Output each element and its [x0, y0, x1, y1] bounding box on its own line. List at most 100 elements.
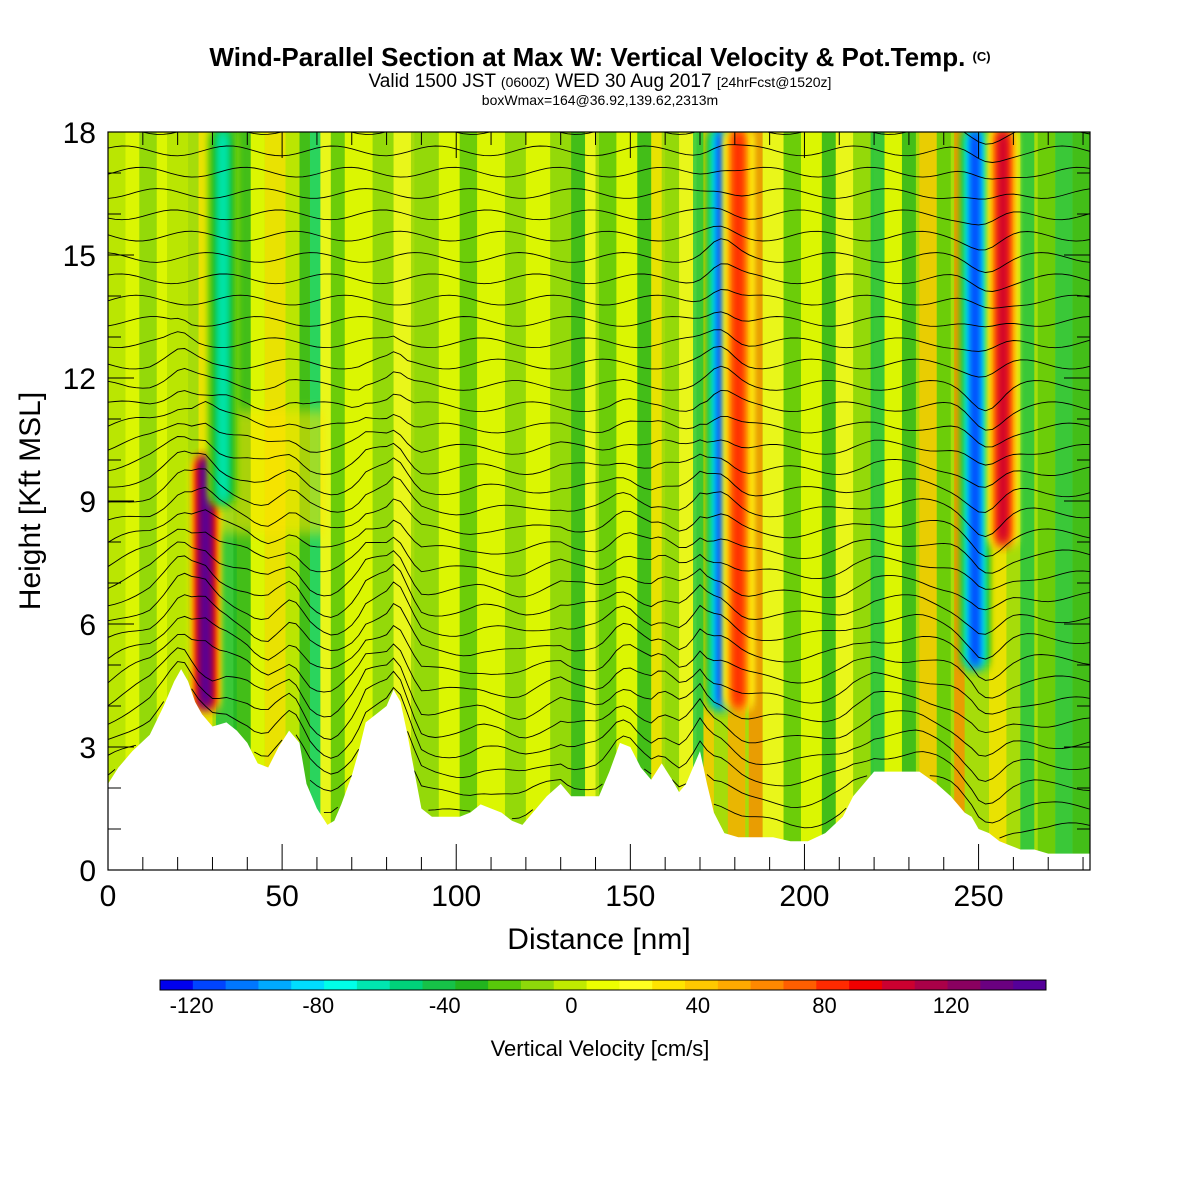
theta-contour [108, 555, 1090, 635]
theta-contour [108, 345, 1090, 378]
colorbar-swatch [619, 980, 653, 990]
theta-contour [108, 207, 1090, 226]
velocity-band [821, 132, 836, 870]
colorbar-swatch [914, 980, 949, 990]
velocity-band [919, 132, 937, 870]
colorbar-swatch [816, 980, 850, 990]
velocity-band [477, 132, 505, 870]
theta-contour [108, 541, 1090, 611]
velocity-band [372, 132, 394, 870]
terrain-mask [108, 669, 1090, 870]
title-main: Wind-Parallel Section at Max W: Vertical… [209, 42, 966, 72]
y-axis-label: Height [Kft MSL] [14, 392, 47, 610]
chart-title-block: Wind-Parallel Section at Max W: Vertical… [0, 42, 1200, 108]
theta-contour [108, 289, 1090, 309]
colorbar-swatch [160, 980, 194, 990]
colorbar-swatch [520, 980, 555, 990]
theta-contour [108, 731, 1090, 805]
x-tick-label: 250 [954, 880, 1004, 913]
strong-updraft-downdraft-features [189, 132, 1019, 706]
colorbar-swatch [1013, 980, 1047, 990]
theta-contour [108, 450, 1090, 513]
colorbar-swatch [849, 980, 883, 990]
theta-contour [140, 132, 1090, 145]
theta-contour [108, 768, 1090, 824]
velocity-band [835, 132, 854, 870]
colorbar-swatch [258, 980, 292, 990]
velocity-band [853, 132, 875, 870]
chart-title: Wind-Parallel Section at Max W: Vertical… [0, 42, 1200, 72]
valid-prefix: Valid 1500 JST [368, 71, 496, 92]
theta-contour [323, 803, 1090, 839]
velocity-band [1020, 132, 1035, 870]
theta-contour [108, 401, 1090, 448]
velocity-band [438, 132, 460, 870]
colorbar-swatch [685, 980, 719, 990]
colorbar-swatch [980, 980, 1014, 990]
x-axis-ticks: 0 50 100 150 200 250 [100, 132, 1084, 913]
box-wmax-info: boxWmax=164@36.92,139.62,2313m [481, 92, 719, 108]
velocity-band [320, 132, 331, 870]
velocity-band [679, 132, 697, 870]
theta-contour [108, 422, 1090, 466]
velocity-band [800, 132, 822, 870]
theta-contour [108, 486, 1090, 557]
theta-contour [108, 661, 1090, 757]
velocity-band [1055, 132, 1073, 870]
velocity-core [200, 460, 211, 706]
theta-contour [108, 528, 1090, 590]
x-axis-label: Distance [nm] [507, 923, 690, 956]
colorbar-border [159, 979, 1047, 991]
colorbar-ticks: -120 -80 -40 0 40 80 120 [170, 993, 970, 1018]
velocity-band [936, 132, 951, 870]
colorbar [159, 979, 1047, 991]
velocity-band [504, 132, 526, 870]
colorbar-swatch [750, 980, 784, 990]
theta-contour [108, 468, 1090, 537]
theta-contour [108, 647, 1090, 734]
theta-contour [108, 615, 1090, 699]
y-tick-label: 0 [79, 855, 96, 888]
colorbar-swatch [783, 980, 817, 990]
colorbar-tick-label: 0 [565, 993, 577, 1018]
velocity-band [330, 132, 345, 870]
velocity-core [970, 132, 980, 665]
colorbar-swatch [356, 980, 391, 990]
velocity-band [550, 132, 572, 870]
y-axis-ticks: 0 3 6 9 12 15 18 [63, 117, 1090, 888]
velocity-band [599, 132, 617, 870]
x-tick-label: 50 [265, 880, 298, 913]
colorbar-swatch [586, 980, 620, 990]
velocity-core [716, 132, 726, 706]
colorbar-tick-label: 120 [933, 993, 970, 1018]
colorbar-swatch [291, 980, 325, 990]
theta-contour [108, 329, 1090, 352]
chart-subtitle-valid: Valid 1500 JST (0600Z) WED 30 Aug 2017 [… [0, 72, 1200, 92]
velocity-band [651, 132, 662, 870]
velocity-band [459, 132, 478, 870]
theta-contour [108, 389, 1090, 431]
y-tick-label: 15 [63, 240, 96, 273]
x-tick-label: 150 [605, 880, 655, 913]
velocity-band [156, 132, 168, 870]
theta-contour [108, 166, 1090, 180]
y-tick-label: 12 [63, 363, 96, 396]
velocity-band [414, 132, 439, 870]
velocity-band [571, 132, 586, 870]
colorbar-swatch [652, 980, 686, 990]
theta-contour [108, 238, 1090, 273]
velocity-band [393, 132, 411, 870]
theta-contour [108, 686, 1090, 782]
colorbar-swatch [422, 980, 456, 990]
theta-contour [108, 188, 1090, 200]
y-tick-label: 6 [79, 609, 96, 642]
velocity-band [585, 132, 596, 870]
velocity-band [762, 132, 784, 870]
potential-temperature-contours [108, 132, 1090, 839]
y-tick-label: 9 [79, 486, 96, 519]
theta-contour [108, 365, 1090, 412]
colorbar-tick-label: -120 [170, 993, 214, 1018]
theta-contour [108, 263, 1090, 292]
velocity-core [218, 132, 228, 501]
